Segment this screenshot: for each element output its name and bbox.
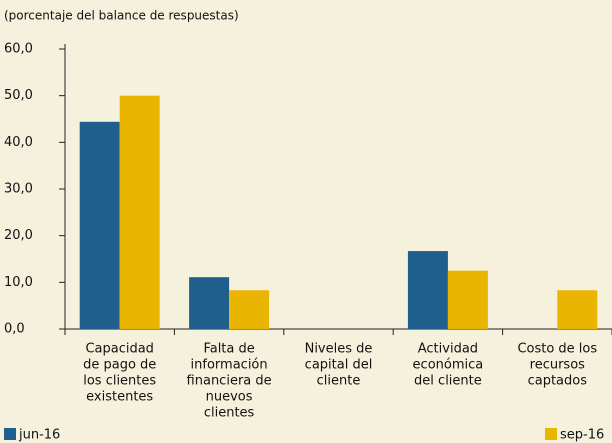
y-tick-label: 60,0: [4, 42, 33, 57]
bar: [557, 290, 598, 329]
x-tick-label: existentes: [86, 390, 153, 405]
bar: [447, 270, 488, 329]
x-tick-label: nuevos: [206, 390, 253, 405]
x-tick-label: de pago de: [83, 358, 156, 373]
x-tick-label: Capacidad: [85, 342, 154, 357]
x-tick-label: financiera de: [187, 374, 272, 389]
x-tick-label: cliente: [317, 374, 361, 389]
x-tick-label: los clientes: [83, 374, 156, 389]
x-tick-label: recursos: [530, 358, 586, 373]
x-tick-label: información: [191, 358, 268, 373]
y-tick-label: 0,0: [4, 322, 25, 337]
bar: [229, 290, 270, 329]
y-tick-label: 40,0: [4, 135, 33, 150]
bar: [119, 95, 160, 330]
bar: [407, 251, 448, 329]
legend-swatch: [4, 428, 16, 440]
y-tick-label: 20,0: [4, 228, 33, 243]
chart-subtitle: (porcentaje del balance de respuestas): [4, 9, 239, 23]
y-tick-label: 50,0: [4, 88, 33, 103]
y-tick-label: 30,0: [4, 182, 33, 197]
x-tick-label: captados: [528, 374, 588, 389]
legend-label: sep-16: [560, 428, 604, 443]
x-tick-label: Costo de los: [517, 342, 597, 357]
legend-label: jun-16: [18, 428, 60, 443]
x-tick-label: Niveles de: [305, 342, 373, 357]
x-tick-label: clientes: [204, 406, 255, 421]
x-tick-label: capital del: [305, 358, 373, 373]
x-tick-label: Falta de: [203, 342, 254, 357]
x-tick-label: del cliente: [414, 374, 482, 389]
x-tick-label: Actividad: [418, 342, 478, 357]
bar: [189, 277, 230, 329]
x-tick-label: económica: [413, 358, 484, 373]
legend-swatch: [545, 428, 557, 440]
bar: [79, 121, 120, 329]
y-tick-label: 10,0: [4, 275, 33, 290]
